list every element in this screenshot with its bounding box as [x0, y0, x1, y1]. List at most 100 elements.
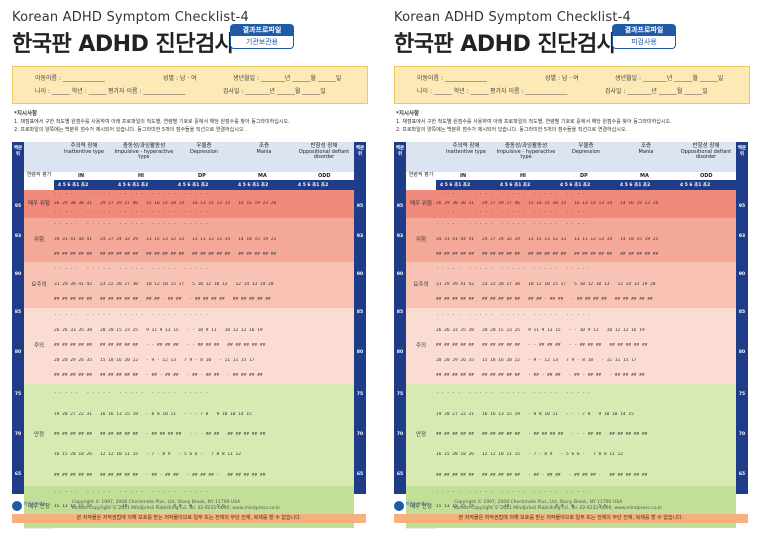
- percentile-value: 90: [738, 272, 746, 277]
- score-row[interactable]: 19 20 27 22 31 16 16 13 15 19 - 8 8 10 1…: [54, 411, 252, 417]
- level-band: 요주의 · · · · · · · · · · · · · · · · · · ·…: [24, 262, 354, 309]
- level-label: 매우 안정: [24, 486, 54, 529]
- info-sex[interactable]: 성별 : 남 · 여: [163, 75, 197, 82]
- percentile-value: 65: [14, 472, 22, 477]
- score-row[interactable]: 20 20 29 26 35 15 18 16 20 22 - 9 - 12 1…: [436, 358, 637, 364]
- category-en: Oppositional defiant disorder: [298, 148, 350, 160]
- category-dp: 우울증 Depression: [556, 143, 616, 155]
- score-row[interactable]: 15 13 15 15 15 - - - - 14 - - - - - - 4 …: [54, 504, 225, 509]
- percentile-value: 80: [738, 350, 746, 355]
- score-row[interactable]: · · · · · · · · · · · · · · · · · · · · …: [54, 266, 209, 272]
- copyright-line: Korean Copyright © 2011 Mindpress Publis…: [72, 506, 281, 511]
- percentile-value: 95: [738, 204, 746, 209]
- category-code: HI: [138, 173, 145, 179]
- info-birth[interactable]: 생년월일 : ________년 ______월 ______일: [233, 75, 342, 82]
- score-row[interactable]: 20 20 29 26 35 15 18 16 20 22 - 9 - 12 1…: [54, 358, 255, 364]
- score-row[interactable]: · · · · · · · · · · · · · · · · · · · · …: [54, 490, 209, 495]
- score-row[interactable]: 26 26 33 35 38 20 20 15 23 25 9 11 9 13 …: [436, 327, 645, 333]
- score-row[interactable]: · · · · · · · · · · · · · · · · · · · · …: [54, 222, 209, 228]
- info-age[interactable]: 나이 : ______ 학년 : ______: [417, 88, 489, 95]
- percentile-value: 65: [396, 472, 404, 477]
- score-row[interactable]: ## ## ## ## ## ## ## ## ## ## - ## ## ##…: [54, 432, 266, 437]
- percentile-label: 백분위: [13, 146, 23, 157]
- category-ko: 주의력 장애: [452, 143, 480, 149]
- percentile-value: 95: [396, 204, 404, 209]
- info-age[interactable]: 나이 : ______ 학년 : ______: [35, 88, 107, 95]
- category-code: MA: [258, 173, 267, 179]
- info-rater[interactable]: 평가자 이름 : ______________: [108, 88, 186, 95]
- score-row[interactable]: ## ## ## ## ## ## ## ## ## ## - ## - ## …: [436, 373, 645, 379]
- percentile-value: 93: [396, 234, 404, 239]
- category-odd: 반항성 장애 Oppositional defiant disorder: [294, 143, 354, 161]
- instructions-line: 1. 채점표에서 구한 척도별 원점수를 사용하여 아래 프로파일의 척도별, …: [396, 119, 672, 125]
- instructions-heading: *지시사항: [396, 111, 420, 117]
- category-header: 주의력 장애 Inattentive type 충동성/과잉활동성 Impulsive…: [406, 142, 736, 172]
- level-header: 연령적 평가: [24, 172, 54, 191]
- info-name[interactable]: 이동이름 : ______________: [417, 75, 487, 82]
- level-label: 안정: [406, 384, 436, 487]
- age-column-heads: 4 5 6 초1 초2: [58, 183, 89, 188]
- score-row[interactable]: 34 31 41 44 41 24 27 24 32 29 13 15 13 1…: [54, 237, 277, 242]
- score-row[interactable]: 31 29 39 41 42 23 22 20 27 30 10 12 10 1…: [54, 282, 274, 287]
- category-hi: 충동성/과잉활동성 Impulsive - hyperactive type: [496, 143, 556, 161]
- info-rater[interactable]: 평가자 이름 : ______________: [490, 88, 568, 95]
- profile-grid: 백분위 95 93 90 85 80 75 70 65 백분위 95 93 90 85 80 75 70 65 주의…: [12, 142, 366, 529]
- score-row[interactable]: 34 31 41 44 41 24 27 24 32 29 13 15 13 1…: [436, 237, 659, 242]
- sheet-inner: Korean ADHD Symptom Checklist-4 한국판 ADHD …: [390, 0, 750, 537]
- score-row[interactable]: · · · · · · · · · · · · · · · · · · · · …: [436, 266, 591, 272]
- copyright-line: Copyright © 1997, 2008 Checkmate Plus, L…: [72, 500, 241, 505]
- score-row[interactable]: · · · · · · · · · · · · · · · · · · · · …: [54, 210, 209, 216]
- score-row[interactable]: ## ## ## ## ## ## ## ## ## ## - ## - ## …: [436, 472, 648, 478]
- category-odd: 반항성 장애 Oppositional defiant disorder: [676, 143, 736, 161]
- badge-top: 결과프로파일: [230, 24, 294, 36]
- score-row[interactable]: ## ## ## ## ## ## ## ## ## ## - - ## ## …: [436, 343, 648, 348]
- category-ko: 조증: [258, 143, 270, 149]
- info-date[interactable]: 검사일 : ________년 ______월 ______일: [605, 88, 708, 95]
- score-row[interactable]: ## ## ## ## ## ## ## ## ## ## ## ## ## #…: [54, 251, 277, 257]
- info-sex[interactable]: 성별 : 남 · 여: [545, 75, 579, 82]
- level-label: 요주의: [24, 262, 54, 309]
- score-row[interactable]: · · · · · · · · · · · · · · · · · · · · …: [54, 312, 209, 318]
- category-code: IN: [78, 173, 85, 179]
- score-row[interactable]: ## ## ## ## ## ## ## ## ## ## - - ## ## …: [54, 343, 266, 348]
- score-row[interactable]: · · · · · · · · · · · · · · · · · · · · …: [436, 222, 591, 228]
- score-row[interactable]: 26 29 30 30 31 29 27 29 27 46 15 16 14 1…: [436, 201, 659, 206]
- level-label: 안정: [24, 384, 54, 487]
- score-row[interactable]: ## ## ## ## ## ## ## ## ## ## - ## - ## …: [54, 373, 263, 379]
- score-row[interactable]: ## ## ## ## ## ## ## ## ## ## - ## - ## …: [54, 472, 266, 478]
- score-row[interactable]: 16 15 20 18 26 12 12 10 11 15 - 7 - 8 9 …: [436, 452, 623, 458]
- level-band: 위험 · · · · · · · · · · · · · · · · · · · …: [406, 218, 736, 263]
- percentile-value: 75: [738, 392, 746, 397]
- badge-top: 결과프로파일: [612, 24, 676, 36]
- score-row[interactable]: 16 15 20 18 26 12 12 10 11 15 - 7 - 8 9 …: [54, 452, 241, 458]
- percentile-column: 백분위 95 93 90 85 80 75 70 65: [736, 142, 748, 494]
- score-row[interactable]: 26 29 30 30 31 29 27 29 27 46 15 16 14 1…: [54, 201, 277, 206]
- category-ko: 반항성 장애: [310, 143, 338, 149]
- age-column-heads: 4 5 6 초1 초2: [178, 183, 209, 188]
- info-date[interactable]: 검사일 : ________년 ______월 ______일: [223, 88, 326, 95]
- score-row[interactable]: 31 29 39 41 42 23 22 20 27 30 10 12 10 1…: [436, 282, 656, 287]
- score-row[interactable]: · · · · · · · · · · · · · · · · · · · · …: [436, 391, 591, 397]
- score-row[interactable]: 26 26 33 35 38 20 20 15 23 25 9 11 9 13 …: [54, 327, 263, 333]
- score-row[interactable]: ## ## ## ## ## ## ## ## ## ## ## ## ## #…: [436, 251, 659, 257]
- score-row[interactable]: ## ## ## ## ## ## ## ## ## ## ## ## · ##…: [54, 297, 271, 303]
- score-row[interactable]: · · · · · · · · · · · · · · · · · · · · …: [54, 391, 209, 397]
- score-row[interactable]: 15 13 15 15 15 - - - - 14 - - - - - - 4 …: [436, 504, 607, 509]
- score-row[interactable]: ## ## ## ## ## ## ## ## ## ## ## ## · ##…: [436, 297, 653, 303]
- score-row[interactable]: 19 20 27 22 31 16 16 13 15 19 - 8 8 10 1…: [436, 411, 634, 417]
- percentile-value: 85: [396, 310, 404, 315]
- category-code: DP: [580, 173, 588, 179]
- score-row[interactable]: · · · · · · · · · · · · · · · · · · · · …: [436, 312, 591, 318]
- info-row: 나이 : ______ 학년 : ______ 평가자 이름 : ________…: [395, 86, 749, 98]
- level-label: 위험: [24, 218, 54, 263]
- score-row[interactable]: · · · · · · · · · · · · · · · · · · · · …: [436, 191, 591, 197]
- info-birth[interactable]: 생년월일 : ________년 ______월 ______일: [615, 75, 724, 82]
- score-row[interactable]: ## ## ## ## ## ## ## ## ## ## - ## ## ##…: [436, 432, 648, 437]
- score-row[interactable]: · · · · · · · · · · · · · · · · · · · · …: [54, 191, 209, 197]
- score-row[interactable]: · · · · · · · · · · · · · · · · · · · · …: [436, 210, 591, 216]
- info-name[interactable]: 이동이름 : ______________: [35, 75, 105, 82]
- score-row[interactable]: · · · · · · · · · · · · · · · · · · · · …: [436, 490, 591, 495]
- category-en: Depression: [572, 148, 600, 155]
- percentile-value: 93: [356, 234, 364, 239]
- copyright-line: Copyright © 1997, 2008 Checkmate Plus, L…: [454, 500, 623, 505]
